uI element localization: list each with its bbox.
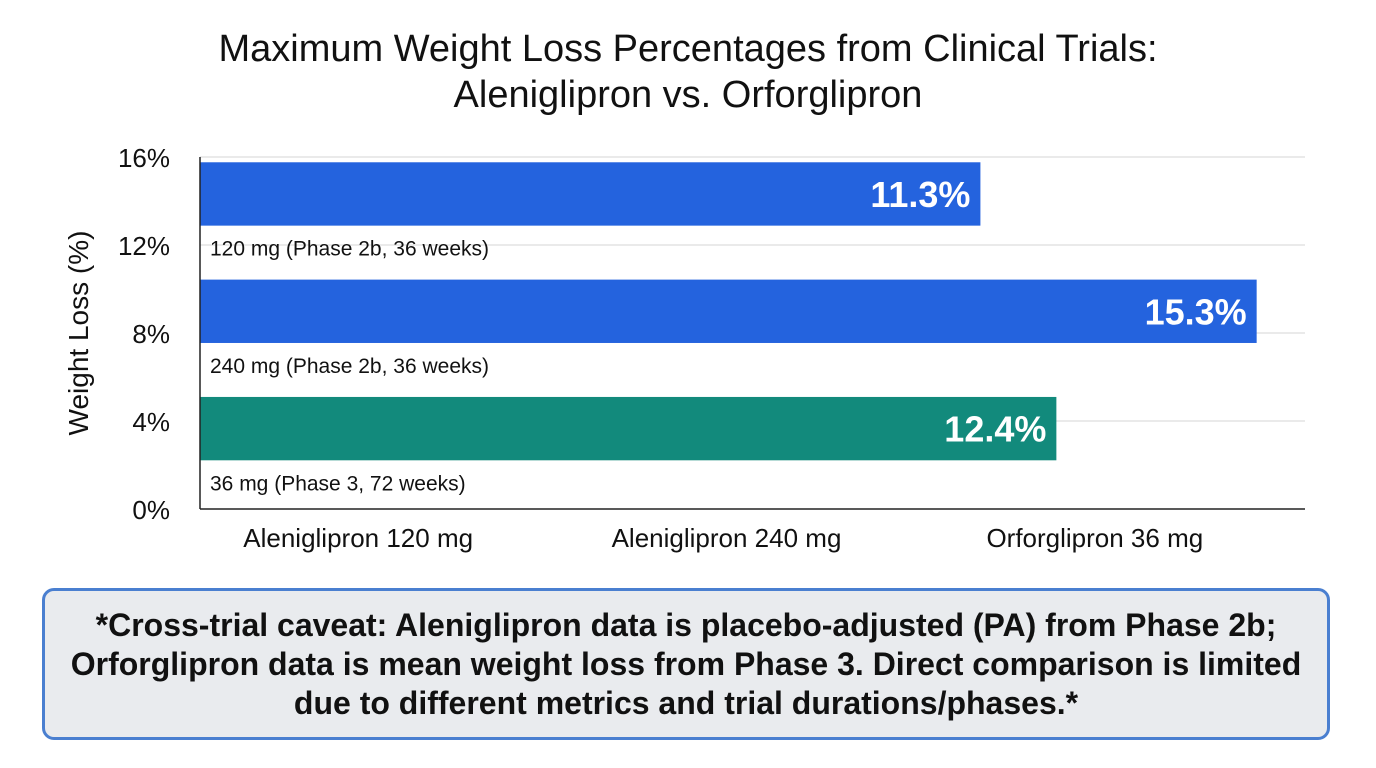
y-tick-label: 8%: [132, 319, 170, 349]
bar: [200, 162, 981, 226]
y-axis-label: Weight Loss (%): [63, 231, 94, 436]
bar-annotation: 240 mg (Phase 2b, 36 weeks): [210, 355, 489, 378]
x-tick-label: Orforglipron 36 mg: [986, 523, 1203, 553]
bar-value-label: 15.3%: [1145, 291, 1247, 332]
y-tick-label: 12%: [118, 231, 170, 261]
caveat-box: *Cross-trial caveat: Aleniglipron data i…: [42, 588, 1330, 740]
chart-title-line-2: Aleniglipron vs. Orforglipron: [453, 74, 923, 116]
x-tick-label: Aleniglipron 240 mg: [612, 523, 842, 553]
bar-chart: 11.3% 120 mg (Phase 2b, 36 weeks) 15.3% 240…: [63, 143, 1305, 553]
caveat-text: *Cross-trial caveat: Aleniglipron data i…: [70, 606, 1302, 721]
bar-value-label: 12.4%: [944, 409, 1046, 450]
y-tick-label: 16%: [118, 143, 170, 173]
bar-annotation: 36 mg (Phase 3, 72 weeks): [210, 472, 466, 495]
bar-annotation: 120 mg (Phase 2b, 36 weeks): [210, 238, 489, 261]
chart-title-line-1: Maximum Weight Loss Percentages from Cli…: [218, 28, 1158, 70]
y-tick-label: 0%: [132, 495, 170, 525]
bar: [200, 396, 1057, 461]
x-tick-label: Aleniglipron 120 mg: [243, 523, 473, 553]
bar: [200, 279, 1257, 343]
bar-value-label: 11.3%: [870, 174, 970, 215]
chart-title: Maximum Weight Loss Percentages from Cli…: [0, 26, 1376, 118]
y-tick-label: 4%: [132, 407, 170, 437]
